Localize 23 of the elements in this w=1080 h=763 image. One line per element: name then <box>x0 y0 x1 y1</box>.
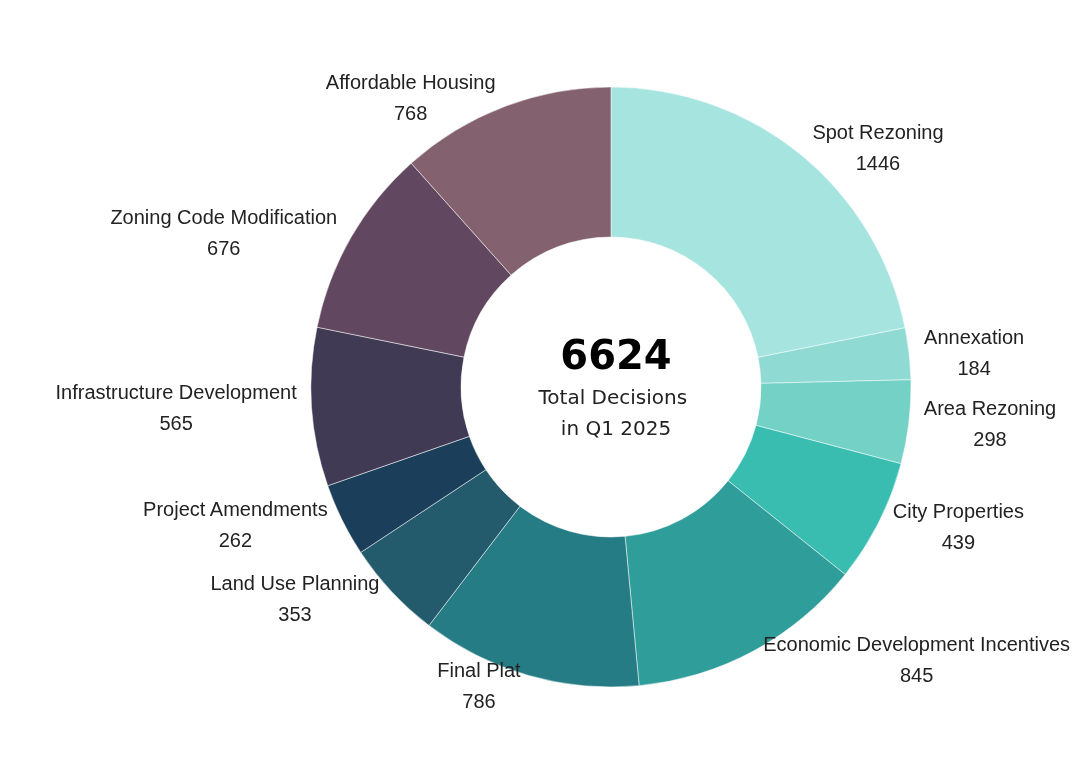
slice-label: Affordable Housing <box>325 70 496 93</box>
slice-label: Annexation <box>924 326 1025 349</box>
data-label: 786 <box>462 689 496 712</box>
slice-label: Economic Development Incentives <box>763 633 1071 656</box>
data-label: 676 <box>207 237 241 260</box>
data-label: 565 <box>159 412 193 435</box>
slice-label: Zoning Code Modification <box>110 206 338 229</box>
text: Total Decisions in Q1 2025 <box>537 384 694 440</box>
slice-label: Project Amendments <box>143 498 328 521</box>
slice-label: Infrastructure Development <box>55 381 298 404</box>
slice-label: Spot Rezoning <box>812 120 944 143</box>
data-label: 845 <box>899 664 934 687</box>
data-label: 768 <box>393 101 428 124</box>
data-label: 1446 <box>855 151 901 174</box>
data-label: 439 <box>941 531 976 554</box>
slice-label: Area Rezoning <box>923 396 1057 419</box>
text: 6624 <box>560 332 672 378</box>
slice-label: Land Use Planning <box>210 572 380 595</box>
data-label: 353 <box>278 603 312 626</box>
data-label: 184 <box>957 357 991 380</box>
data-label: 262 <box>218 529 253 552</box>
slice-label: City Properties <box>892 500 1024 523</box>
data-label: 298 <box>973 427 1007 450</box>
